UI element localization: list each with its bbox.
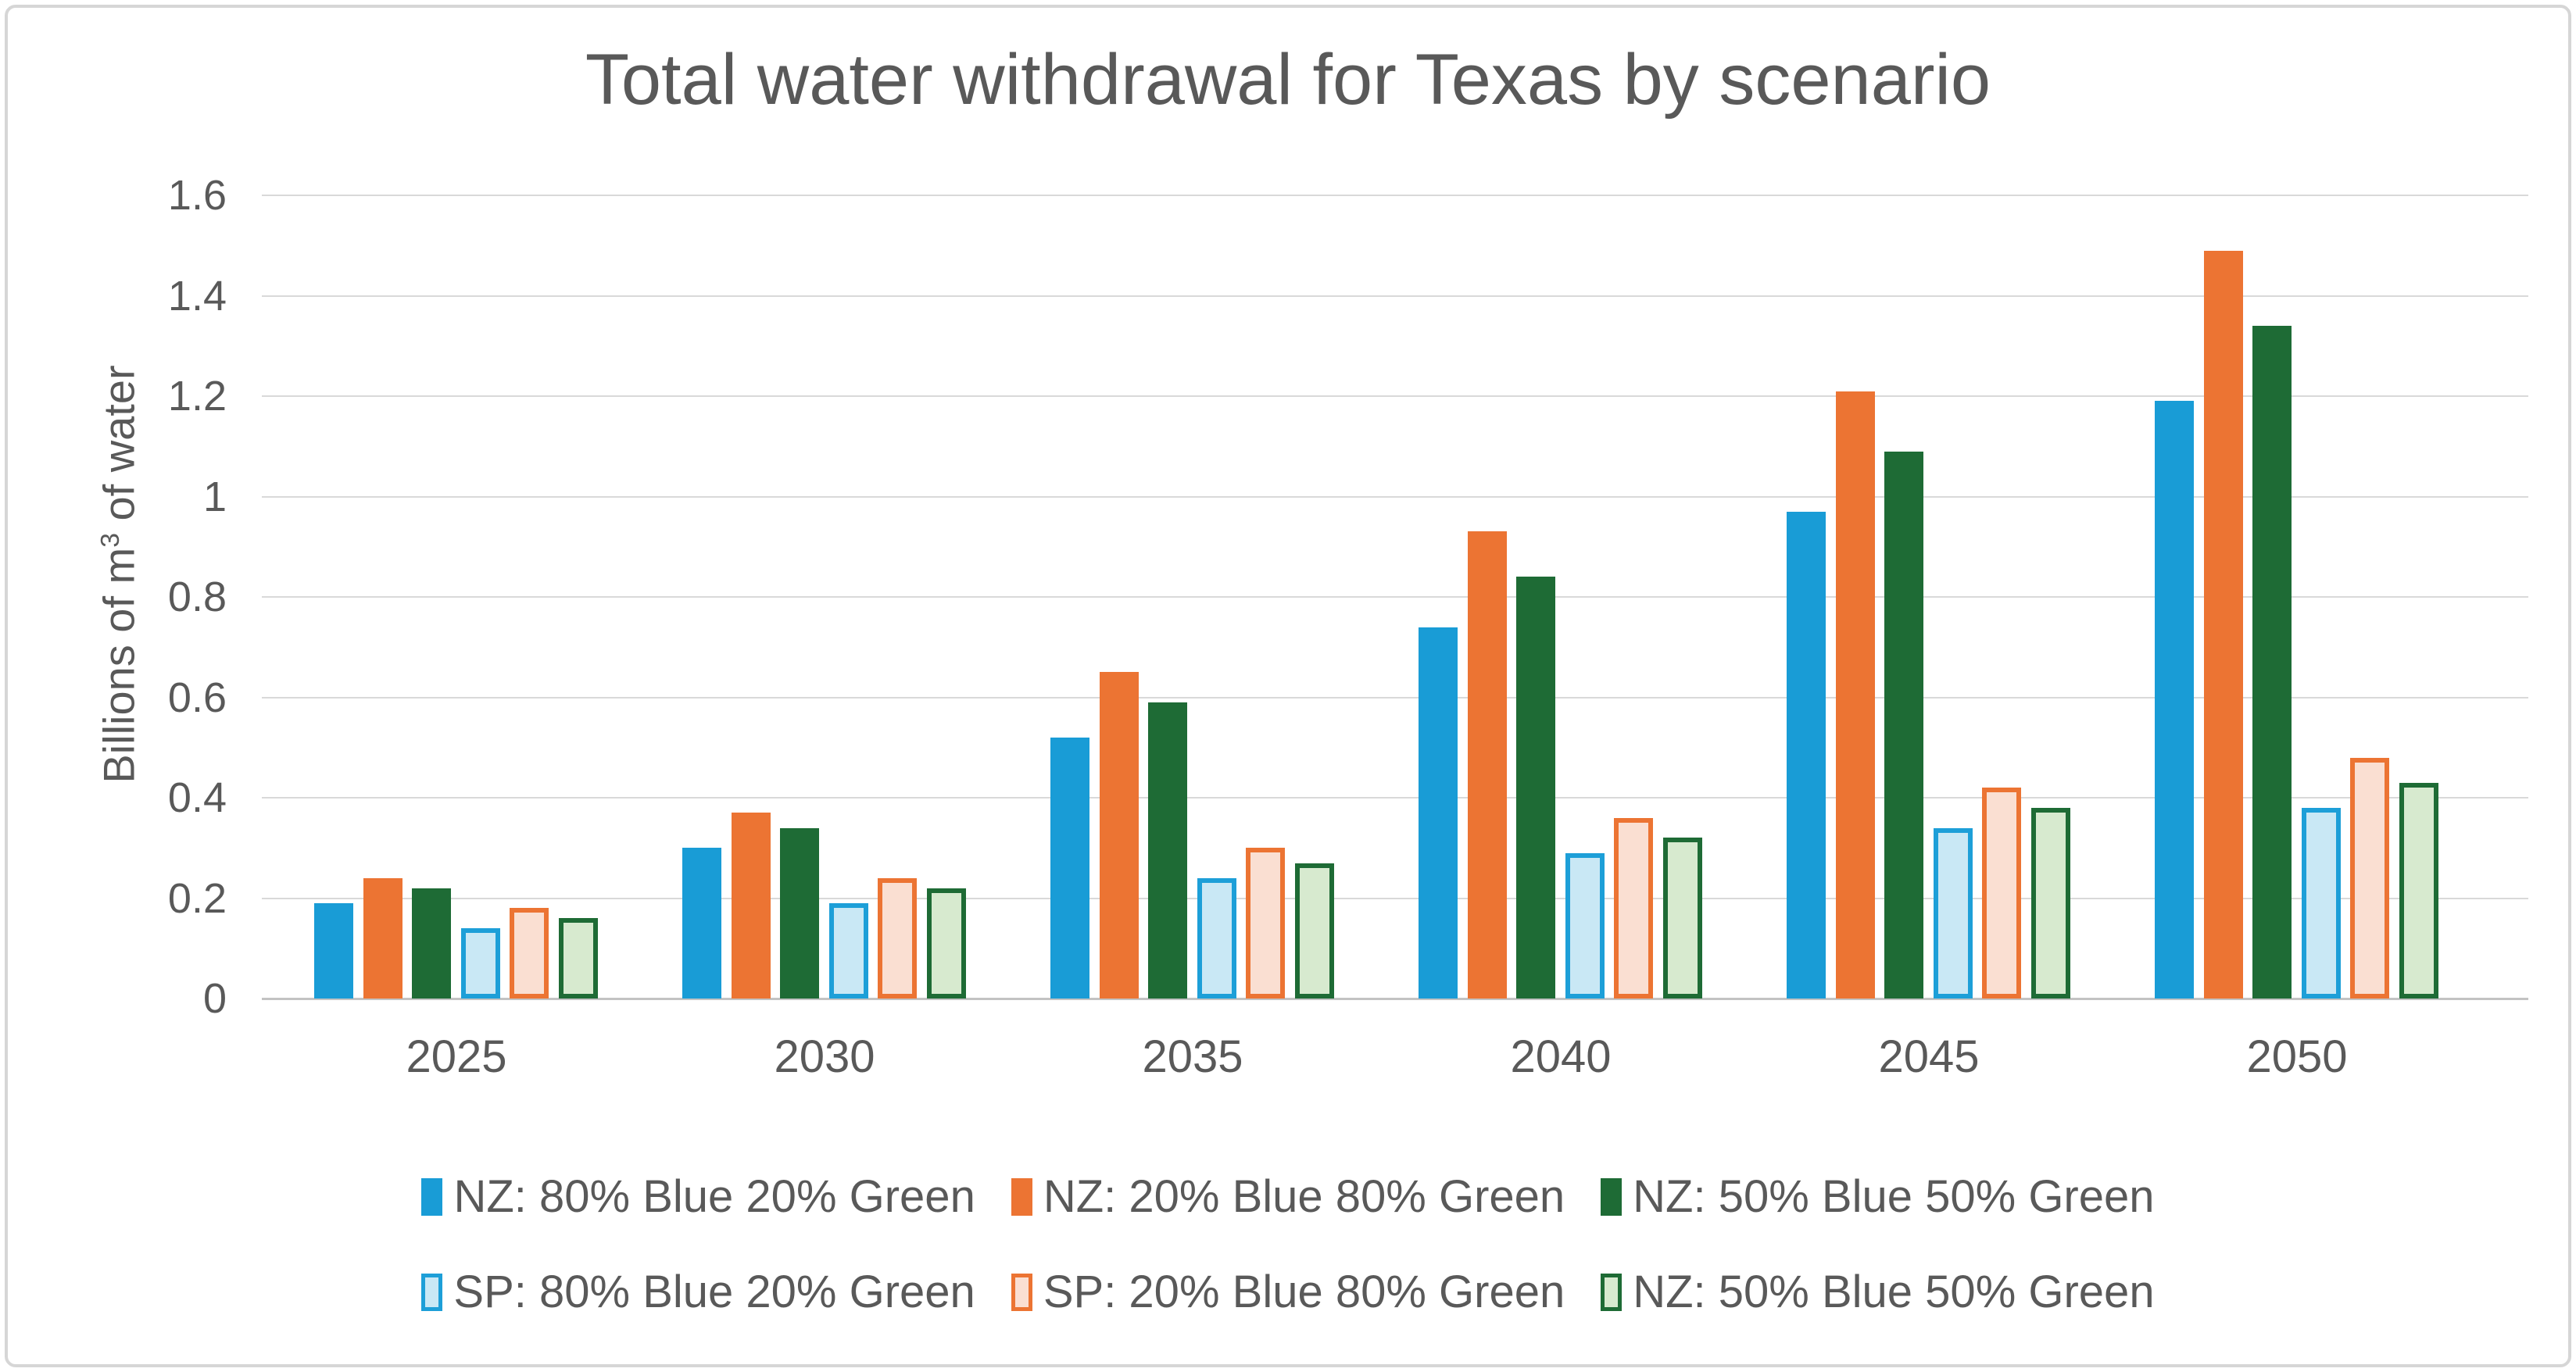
y-axis-title-superscript: 3 [95,533,125,548]
gridline [262,395,2528,397]
bar-2050-series-5 [2350,758,2389,999]
gridline [262,195,2528,196]
legend-item: NZ: 50% Blue 50% Green [1601,1170,2155,1223]
legend-item-label: NZ: 50% Blue 50% Green [1633,1171,2155,1222]
x-axis-line [262,998,2528,1000]
bar-2025-series-3 [412,888,451,999]
chart-title: Total water withdrawal for Texas by scen… [585,40,1991,120]
legend-item-label: SP: 80% Blue 20% Green [453,1267,975,1317]
bar-2045-series-3 [1884,452,1923,999]
gridline [262,495,2528,498]
bar-2035-series-1 [1050,738,1089,999]
bar-2040-series-3 [1516,577,1555,999]
bar-2025-series-6 [559,918,598,999]
x-axis-label: 2035 [1142,1031,1243,1082]
bar-2050-series-1 [2155,401,2194,999]
bar-2030-series-4 [829,903,868,999]
legend-item: NZ: 80% Blue 20% Green [421,1170,975,1223]
x-axis-label: 2025 [406,1031,507,1082]
bar-2050-series-2 [2204,251,2243,999]
bar-2045-series-1 [1787,512,1826,999]
y-tick-label: 0.4 [167,774,227,821]
legend-row-2: SP: 80% Blue 20% Green SP: 20% Blue 80% G… [0,1266,2576,1318]
bar-2035-series-2 [1100,672,1139,999]
legend-swatch-icon [421,1273,443,1311]
bar-2030-series-5 [878,878,917,999]
y-tick-label: 1 [202,473,227,520]
legend-item: NZ: 20% Blue 80% Green [1011,1170,1565,1223]
legend-item: SP: 80% Blue 20% Green [421,1266,975,1318]
bar-2040-series-2 [1468,531,1507,999]
bar-2030-series-2 [732,813,771,999]
y-tick-label: 0.8 [167,573,227,620]
bar-2050-series-3 [2252,326,2292,999]
legend-item: SP: 20% Blue 80% Green [1011,1266,1565,1318]
y-tick-label: 0.2 [167,874,227,922]
x-axis-label: 2040 [1510,1031,1612,1082]
bar-2035-series-3 [1148,702,1187,999]
legend-item-label: NZ: 20% Blue 80% Green [1043,1171,1565,1222]
x-axis-label: 2030 [774,1031,875,1082]
legend-item-label: SP: 20% Blue 80% Green [1043,1267,1565,1317]
bar-2035-series-6 [1295,863,1334,999]
gridline [262,596,2528,598]
y-tick-label: 1.6 [167,172,227,219]
bar-2045-series-2 [1836,391,1875,999]
bar-2025-series-5 [510,908,549,999]
legend-swatch-icon [1011,1273,1032,1311]
bar-2045-series-6 [2031,808,2070,999]
legend-item: NZ: 50% Blue 50% Green [1601,1266,2155,1318]
bar-2030-series-3 [780,828,819,999]
bar-2050-series-4 [2302,808,2341,999]
bar-2025-series-2 [363,878,402,999]
bar-2025-series-1 [314,903,353,999]
bar-2040-series-5 [1614,818,1653,999]
legend-item-label: NZ: 80% Blue 20% Green [453,1171,975,1222]
y-tick-label: 1.4 [167,272,227,320]
legend-swatch-icon [1601,1177,1623,1216]
bar-2045-series-5 [1982,788,2021,999]
bar-2030-series-1 [682,848,721,999]
legend-row-1: NZ: 80% Blue 20% Green NZ: 20% Blue 80% G… [0,1170,2576,1223]
legend-swatch-icon [1011,1177,1032,1216]
gridline [262,295,2528,297]
gridline [262,696,2528,699]
bar-2045-series-4 [1934,828,1973,999]
y-tick-label: 0 [202,975,227,1022]
bar-2040-series-1 [1419,627,1458,999]
gridline [262,897,2528,899]
legend-swatch-icon [421,1177,443,1216]
bar-2025-series-4 [461,928,500,999]
bar-2030-series-6 [927,888,966,999]
x-axis-label: 2050 [2246,1031,2348,1082]
y-tick-label: 0.6 [167,673,227,721]
bar-2035-series-4 [1197,878,1236,999]
legend-item-label: NZ: 50% Blue 50% Green [1633,1267,2155,1317]
bar-2040-series-4 [1565,853,1605,999]
x-axis-label: 2045 [1878,1031,1980,1082]
bar-2035-series-5 [1246,848,1285,999]
chart-border [5,5,2571,1367]
legend-swatch-icon [1601,1273,1623,1311]
y-tick-label: 1.2 [167,373,227,420]
bar-2050-series-6 [2399,783,2438,999]
gridline [262,797,2528,799]
bar-2040-series-6 [1663,838,1702,999]
